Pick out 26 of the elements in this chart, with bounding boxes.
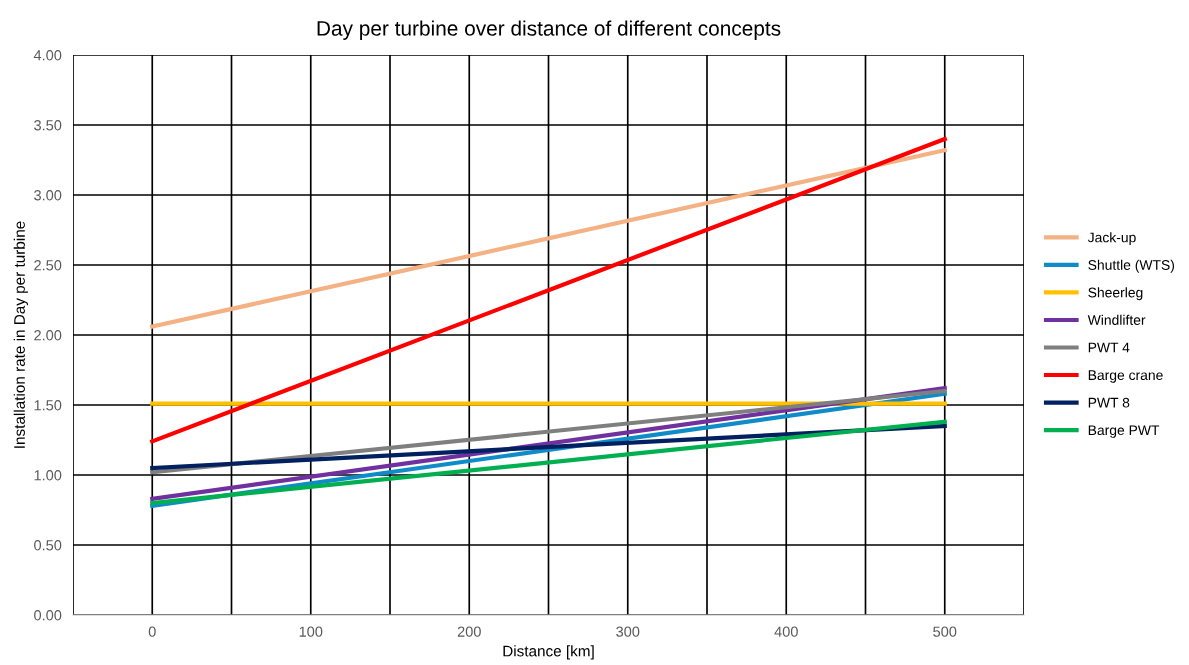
legend-label: Windlifter <box>1087 314 1146 325</box>
legend-label: Barge PWT <box>1088 425 1160 438</box>
x-tick-label: 500 <box>933 626 957 637</box>
y-tick-label: 1.50 <box>34 400 62 411</box>
y-tick-label: 3.50 <box>34 120 62 131</box>
x-tick-label: 0 <box>148 626 156 637</box>
y-tick-label: 0.50 <box>34 540 62 551</box>
y-tick-label: 4.00 <box>33 50 62 61</box>
legend-label: Shuttle (WTS) <box>1088 259 1175 273</box>
y-tick-label: 1.00 <box>34 470 62 481</box>
y-tick-label: 0.00 <box>34 610 62 621</box>
x-tick-label: 400 <box>774 626 798 637</box>
x-tick-label: 200 <box>457 626 481 637</box>
legend-label: PWT 8 <box>1088 397 1130 408</box>
legend-label: Jack-up <box>1087 232 1136 246</box>
x-tick-label: 100 <box>299 626 323 637</box>
y-tick-label: 3.00 <box>34 190 62 201</box>
y-tick-label: 2.00 <box>34 330 62 341</box>
x-tick-label: 300 <box>616 626 640 637</box>
legend-label: Sheerleg <box>1088 287 1143 301</box>
chart-title: Day per turbine over distance of different concepts <box>317 20 781 40</box>
legend-label: PWT 4 <box>1088 342 1130 353</box>
x-axis-title: Distance [km] <box>503 645 594 660</box>
y-axis-title: Installation rate in Day per turbine <box>13 221 28 448</box>
legend-label: Barge crane <box>1088 370 1163 383</box>
y-tick-label: 2.50 <box>34 260 62 271</box>
